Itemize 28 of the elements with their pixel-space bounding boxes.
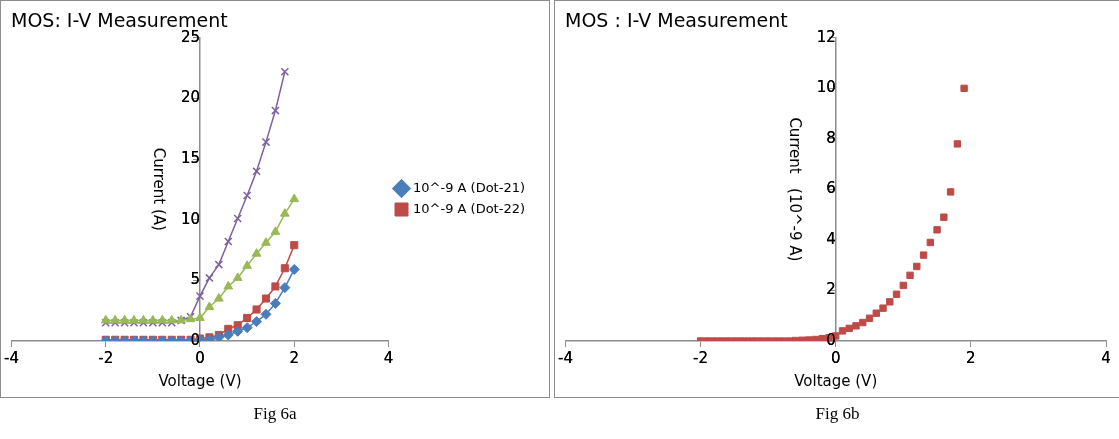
- y-tick-label: 20: [180, 88, 200, 107]
- legend-label: 10^-9 A (Dot-22): [413, 200, 526, 216]
- chart-title: MOS : I-V Measurement: [565, 9, 788, 32]
- y-tick-label: 15: [180, 148, 200, 167]
- caption: Fig 6b: [815, 404, 860, 424]
- x-tick-label: 4: [383, 348, 394, 367]
- x-tick-label: 2: [289, 348, 300, 367]
- y-tick-label: 4: [826, 229, 836, 248]
- x-tick-label: -4: [3, 348, 19, 367]
- y-tick-label: 2: [826, 280, 836, 299]
- y-tick-label: 5: [190, 270, 200, 289]
- y-tick-label: 10: [816, 78, 836, 97]
- legend-label: 10^-9 A (Dot-21): [413, 179, 526, 195]
- x-tick-label: 4: [1101, 348, 1111, 367]
- x-tick-label: -2: [693, 348, 709, 367]
- x-axis-title: Voltage (V): [158, 371, 242, 390]
- y-tick-label: 6: [826, 179, 836, 198]
- y-axis-title: Current (A): [150, 147, 169, 231]
- y-tick-label: 25: [180, 27, 200, 46]
- y-tick-label: 8: [826, 128, 836, 147]
- caption: Fig 6a: [253, 404, 297, 424]
- y-axis-title: Current (10^-9 A): [785, 117, 804, 262]
- x-axis-title: Voltage (V): [794, 371, 878, 390]
- x-tick-label: -4: [557, 348, 573, 367]
- y-tick-label: 12: [816, 27, 836, 46]
- x-tick-label: 2: [966, 348, 976, 367]
- y-tick-label: 10: [180, 209, 200, 228]
- x-tick-label: -2: [98, 348, 114, 367]
